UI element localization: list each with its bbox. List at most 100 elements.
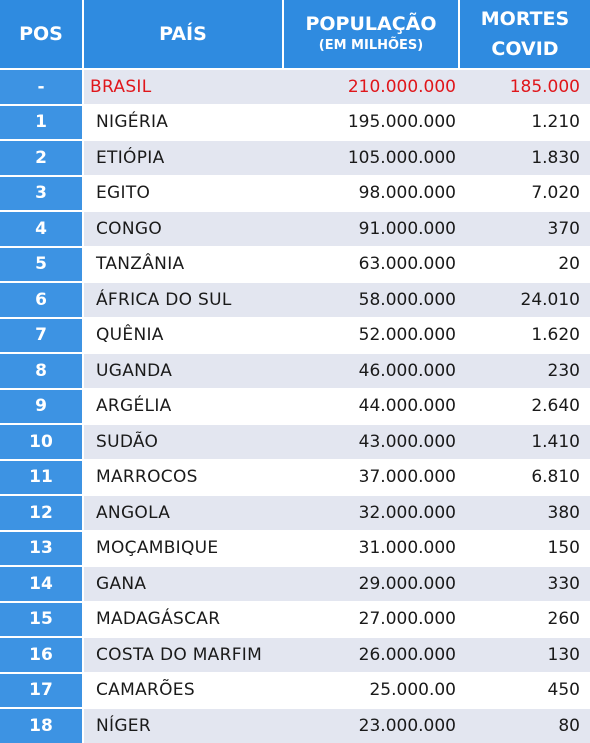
header-populacao: POPULAÇÃO (EM MILHÕES): [284, 0, 460, 68]
row-deaths: 20: [460, 247, 590, 281]
row-country: GANA: [84, 567, 284, 601]
row-country: BRASIL: [84, 70, 284, 104]
row-country: ANGOLA: [84, 496, 284, 530]
table-row: 15 MADAGÁSCAR 27.000.000 260: [0, 600, 590, 636]
row-population: 52.000.000: [284, 318, 460, 352]
row-pos: 4: [0, 212, 84, 246]
table-header: POS PAÍS POPULAÇÃO (EM MILHÕES) MORTES C…: [0, 0, 590, 68]
header-pos-label: POS: [19, 23, 63, 45]
row-country: COSTA DO MARFIM: [84, 638, 284, 672]
row-country: MADAGÁSCAR: [84, 602, 284, 636]
row-deaths: 24.010: [460, 283, 590, 317]
row-country: ETIÓPIA: [84, 141, 284, 175]
row-country: SUDÃO: [84, 425, 284, 459]
row-population: 43.000.000: [284, 425, 460, 459]
row-population: 26.000.000: [284, 638, 460, 672]
table-row: 18 NÍGER 23.000.000 80: [0, 707, 590, 743]
row-pos: -: [0, 70, 84, 104]
row-pos: 2: [0, 141, 84, 175]
row-pos: 15: [0, 602, 84, 636]
row-pos: 5: [0, 247, 84, 281]
header-pais: PAÍS: [84, 0, 284, 68]
row-population: 31.000.000: [284, 531, 460, 565]
header-populacao-sub: (EM MILHÕES): [318, 38, 424, 53]
row-deaths: 80: [460, 709, 590, 743]
row-pos: 1: [0, 105, 84, 139]
row-deaths: 1.620: [460, 318, 590, 352]
row-country: TANZÂNIA: [84, 247, 284, 281]
row-country: ÁFRICA DO SUL: [84, 283, 284, 317]
header-pos: POS: [0, 0, 84, 68]
row-deaths: 6.810: [460, 460, 590, 494]
table-row: 1 NIGÉRIA 195.000.000 1.210: [0, 103, 590, 139]
table-row: 9 ARGÉLIA 44.000.000 2.640: [0, 387, 590, 423]
row-pos: 9: [0, 389, 84, 423]
row-population: 98.000.000: [284, 176, 460, 210]
row-population: 63.000.000: [284, 247, 460, 281]
row-population: 46.000.000: [284, 354, 460, 388]
table-body: - BRASIL 210.000.000 185.000 1 NIGÉRIA 195.000…: [0, 68, 590, 743]
row-country: CAMARÕES: [84, 673, 284, 707]
row-population: 25.000.00: [284, 673, 460, 707]
row-country: CONGO: [84, 212, 284, 246]
row-deaths: 260: [460, 602, 590, 636]
row-country: EGITO: [84, 176, 284, 210]
row-deaths: 150: [460, 531, 590, 565]
row-country: MARROCOS: [84, 460, 284, 494]
header-populacao-label: POPULAÇÃO: [305, 13, 437, 35]
table-row-highlight: - BRASIL 210.000.000 185.000: [0, 68, 590, 104]
row-pos: 10: [0, 425, 84, 459]
row-population: 29.000.000: [284, 567, 460, 601]
table-row: 16 COSTA DO MARFIM 26.000.000 130: [0, 636, 590, 672]
row-deaths: 185.000: [460, 70, 590, 104]
row-population: 58.000.000: [284, 283, 460, 317]
table-row: 4 CONGO 91.000.000 370: [0, 210, 590, 246]
table-row: 14 GANA 29.000.000 330: [0, 565, 590, 601]
table-row: 17 CAMARÕES 25.000.00 450: [0, 671, 590, 707]
table-row: 13 MOÇAMBIQUE 31.000.000 150: [0, 529, 590, 565]
row-pos: 18: [0, 709, 84, 743]
header-mortes: MORTES COVID: [460, 0, 590, 68]
row-population: 27.000.000: [284, 602, 460, 636]
row-deaths: 1.210: [460, 105, 590, 139]
row-population: 91.000.000: [284, 212, 460, 246]
table-row: 8 UGANDA 46.000.000 230: [0, 352, 590, 388]
row-deaths: 450: [460, 673, 590, 707]
row-pos: 7: [0, 318, 84, 352]
row-pos: 8: [0, 354, 84, 388]
table-row: 11 MARROCOS 37.000.000 6.810: [0, 458, 590, 494]
row-deaths: 370: [460, 212, 590, 246]
row-deaths: 7.020: [460, 176, 590, 210]
header-mortes-line2: COVID: [491, 38, 559, 60]
row-population: 32.000.000: [284, 496, 460, 530]
table-row: 2 ETIÓPIA 105.000.000 1.830: [0, 139, 590, 175]
row-deaths: 230: [460, 354, 590, 388]
table-row: 3 EGITO 98.000.000 7.020: [0, 174, 590, 210]
table-row: 6 ÁFRICA DO SUL 58.000.000 24.010: [0, 281, 590, 317]
row-pos: 16: [0, 638, 84, 672]
row-deaths: 1.410: [460, 425, 590, 459]
row-population: 210.000.000: [284, 70, 460, 104]
row-pos: 12: [0, 496, 84, 530]
row-population: 105.000.000: [284, 141, 460, 175]
row-population: 195.000.000: [284, 105, 460, 139]
row-deaths: 2.640: [460, 389, 590, 423]
row-deaths: 330: [460, 567, 590, 601]
row-population: 44.000.000: [284, 389, 460, 423]
row-pos: 3: [0, 176, 84, 210]
row-population: 37.000.000: [284, 460, 460, 494]
row-deaths: 1.830: [460, 141, 590, 175]
row-country: QUÊNIA: [84, 318, 284, 352]
row-country: UGANDA: [84, 354, 284, 388]
row-country: NIGÉRIA: [84, 105, 284, 139]
header-pais-label: PAÍS: [159, 23, 207, 45]
table-row: 12 ANGOLA 32.000.000 380: [0, 494, 590, 530]
row-pos: 11: [0, 460, 84, 494]
row-pos: 13: [0, 531, 84, 565]
row-deaths: 130: [460, 638, 590, 672]
table-row: 5 TANZÂNIA 63.000.000 20: [0, 245, 590, 281]
row-country: NÍGER: [84, 709, 284, 743]
table-row: 7 QUÊNIA 52.000.000 1.620: [0, 316, 590, 352]
header-mortes-line1: MORTES: [480, 8, 570, 30]
